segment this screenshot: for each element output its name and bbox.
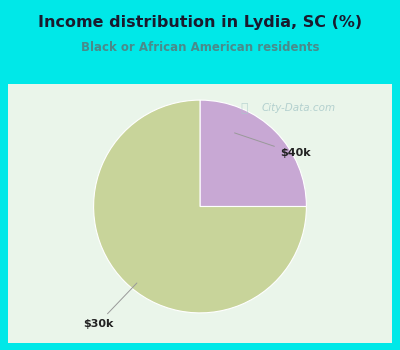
Text: Black or African American residents: Black or African American residents bbox=[81, 41, 319, 54]
Text: ⌕: ⌕ bbox=[240, 102, 248, 114]
Text: City-Data.com: City-Data.com bbox=[261, 103, 335, 113]
Text: Income distribution in Lydia, SC (%): Income distribution in Lydia, SC (%) bbox=[38, 15, 362, 30]
Wedge shape bbox=[200, 100, 306, 206]
Wedge shape bbox=[94, 100, 306, 313]
Text: $30k: $30k bbox=[83, 283, 137, 329]
Bar bbox=[8, 84, 392, 343]
Text: $40k: $40k bbox=[234, 133, 310, 158]
